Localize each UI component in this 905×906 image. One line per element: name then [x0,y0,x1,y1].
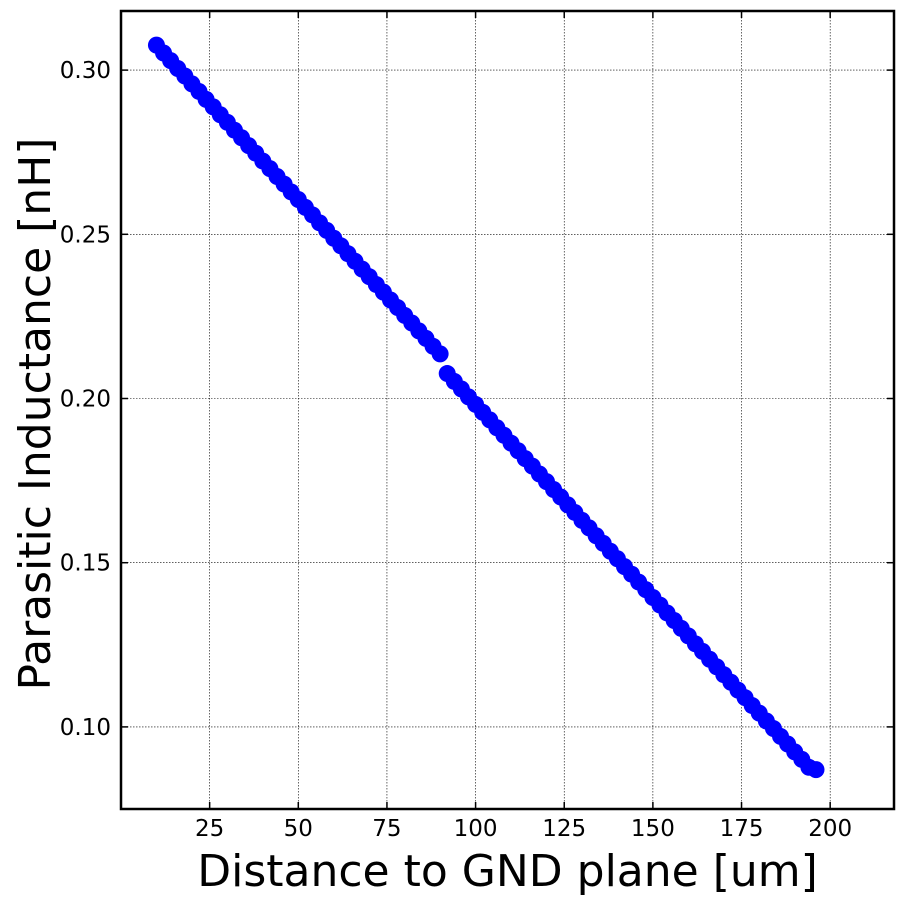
x-tick-label: 175 [720,816,764,842]
y-tick-label: 0.20 [60,387,111,413]
plot-frame [119,9,896,811]
y-tick-label: 0.15 [60,551,111,577]
tick-labels: 25 50 75 100 125 150 175 200 0.10 0.15 0.20 0.25 0.3… [60,58,852,842]
data-points [147,36,825,779]
x-tick-label: 200 [808,816,852,842]
data-point [431,345,449,363]
x-tick-label: 25 [195,816,224,842]
y-axis-label: Parasitic Inductance [nH] [10,138,61,691]
x-tick-label: 100 [454,816,498,842]
y-tick-label: 0.30 [60,58,111,84]
x-tick-label: 75 [372,816,401,842]
x-tick-label: 150 [631,816,675,842]
x-tick-label: 50 [284,816,313,842]
x-axis-label: Distance to GND plane [um] [197,846,818,897]
y-tick-label: 0.10 [60,715,111,741]
ticks [121,11,894,809]
y-tick-label: 0.25 [60,222,111,248]
x-tick-label: 125 [542,816,586,842]
data-point [807,761,825,779]
